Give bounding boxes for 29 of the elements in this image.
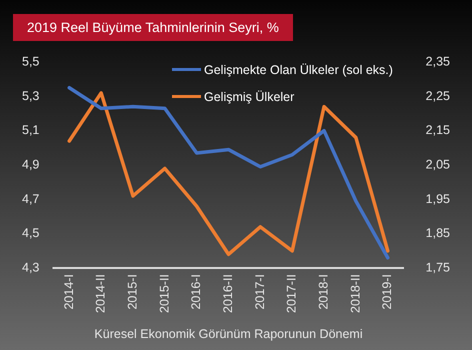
y2-tick-label: 2,25: [426, 88, 450, 103]
legend-label: Gelişmiş Ülkeler: [204, 90, 294, 104]
y-tick-label: 4,5: [22, 226, 40, 240]
x-tick-label: 2017-I: [252, 274, 267, 310]
x-axis-title: Küresel Ekonomik Görünüm Raporunun Dönemi: [94, 326, 363, 341]
y-tick-label: 4,7: [22, 192, 40, 206]
x-tick-label: 2015-II: [157, 274, 172, 314]
y2-tick-label: 1,75: [426, 260, 450, 275]
y2-tick-label: 1,95: [426, 192, 450, 206]
x-tick-label: 2014-II: [94, 274, 108, 314]
y-tick-label: 4,3: [22, 260, 40, 275]
x-tick-label: 2019-I: [380, 274, 394, 310]
x-tick-label: 2016-II: [220, 274, 235, 314]
y-tick-label: 5,3: [22, 88, 40, 103]
y2-tick-label: 1,85: [426, 226, 450, 240]
y2-tick-label: 2,05: [426, 157, 450, 172]
x-tick-label: 2016-I: [189, 274, 204, 310]
x-tick-label: 2014-I: [62, 274, 76, 310]
y-tick-label: 4,9: [22, 157, 40, 172]
x-tick-label: 2018-I: [316, 274, 331, 310]
x-tick-label: 2015-I: [125, 274, 140, 310]
y2-tick-label: 2,15: [426, 123, 450, 138]
x-tick-label: 2018-II: [348, 274, 362, 314]
x-tick-label: 2017-II: [284, 274, 299, 314]
chart-title: 2019 Reel Büyüme Tahminlerinin Seyri, %: [13, 14, 293, 41]
y-tick-label: 5,5: [22, 54, 40, 68]
legend-label: Gelişmekte Olan Ülkeler (sol eks.): [204, 62, 393, 76]
y-tick-label: 5,1: [22, 123, 40, 138]
y2-tick-label: 2,35: [426, 54, 450, 68]
